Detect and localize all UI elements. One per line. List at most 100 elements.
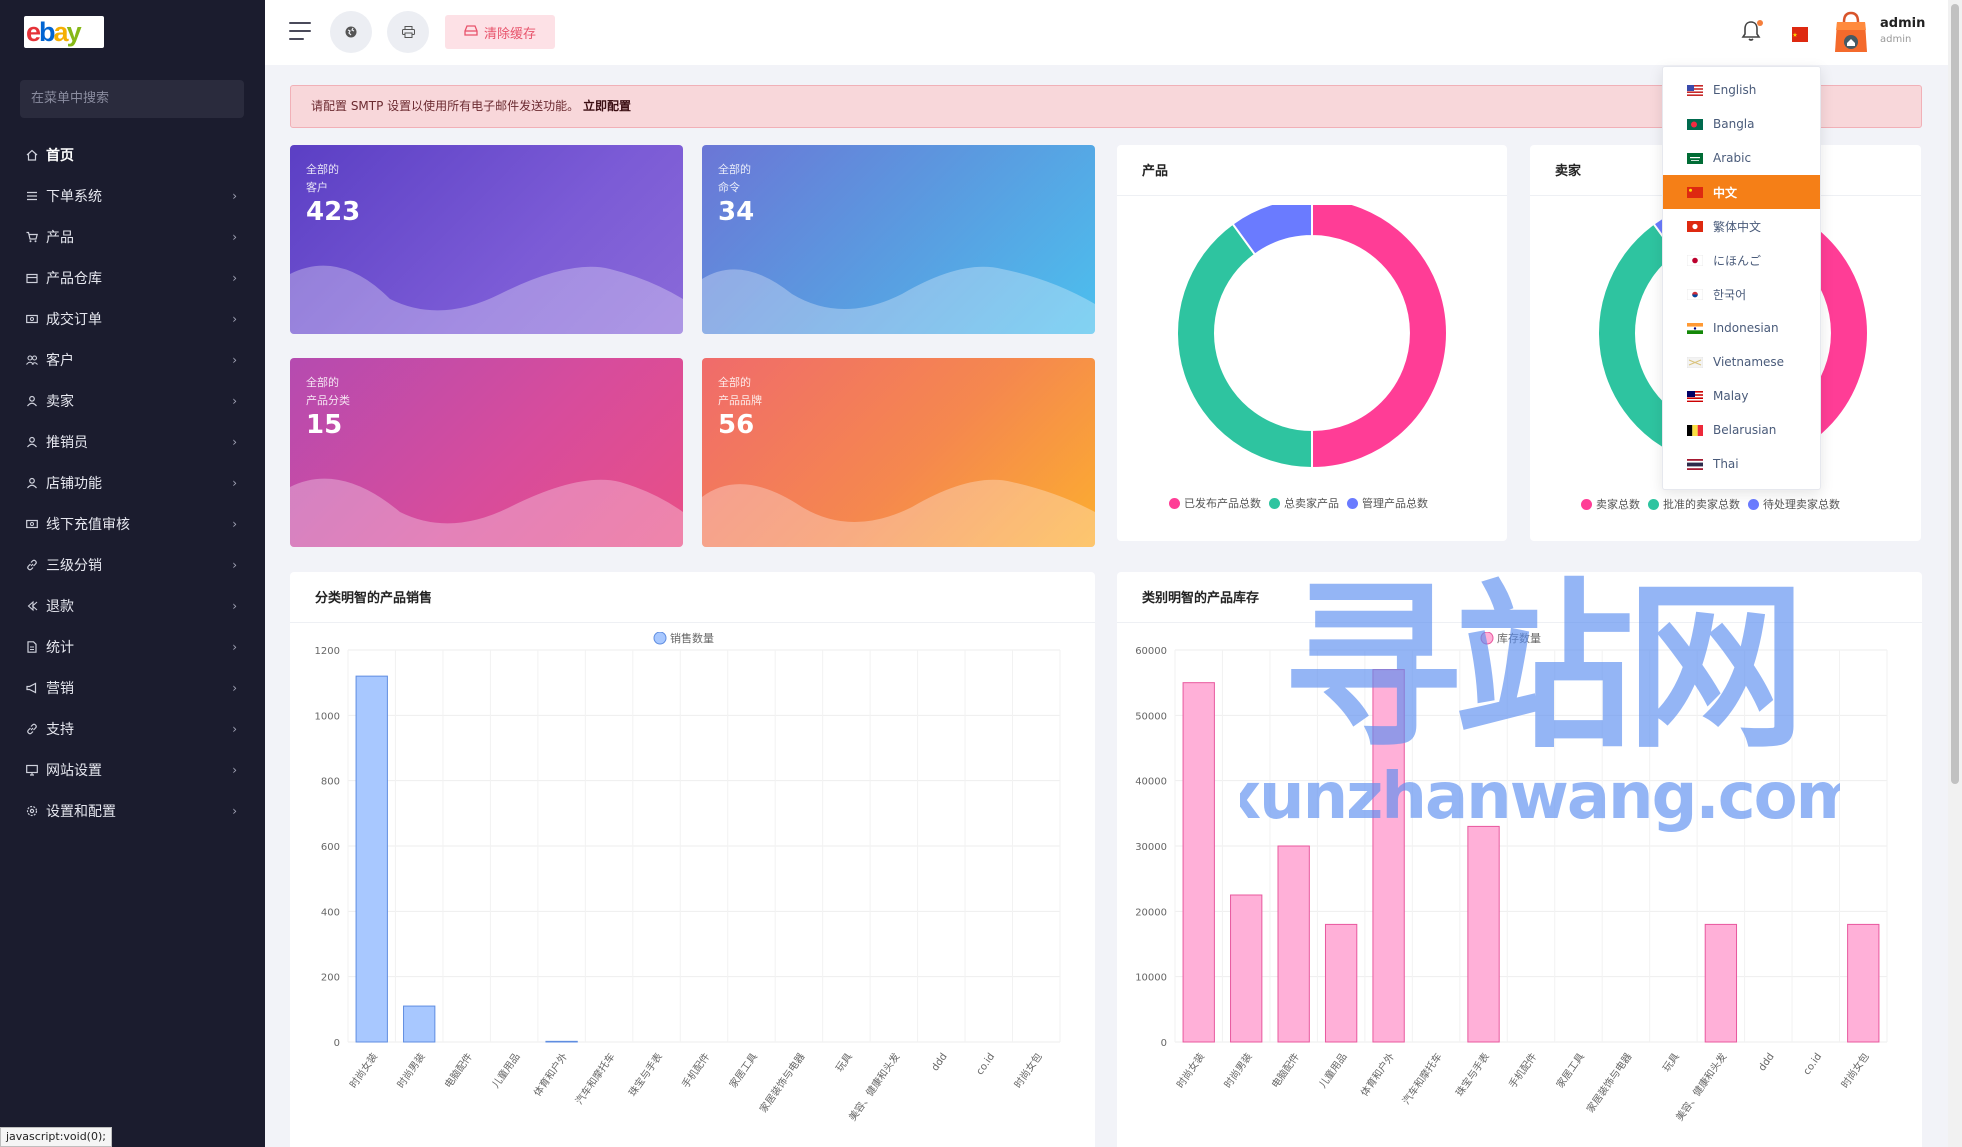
hamburger-menu-icon[interactable] (289, 22, 311, 42)
sidebar-item-8[interactable]: 店铺功能 › (0, 462, 265, 503)
legend-item[interactable]: 卖家总数 (1581, 496, 1640, 512)
legend-swatch (1169, 497, 1180, 509)
clear-cache-button[interactable]: 清除缓存 (445, 15, 555, 49)
sidebar-item-7[interactable]: 推销员 › (0, 421, 265, 462)
ebay-logo[interactable]: ebay (24, 16, 104, 48)
bar[interactable] (1324, 923, 1358, 1043)
bar[interactable] (1230, 894, 1263, 1043)
sidebar-item-0[interactable]: 首页 (0, 134, 265, 175)
flag-us-icon (1687, 84, 1703, 96)
sidebar-item-12[interactable]: 统计 › (0, 626, 265, 667)
svg-text:ebay: ebay (26, 17, 82, 47)
language-option-in[interactable]: Indonesian (1663, 311, 1820, 345)
language-option-th[interactable]: Thai (1663, 447, 1820, 481)
language-option-vn[interactable]: Vietnamese (1663, 345, 1820, 379)
globe-button[interactable] (330, 11, 372, 53)
language-option-kr[interactable]: 한국어 (1663, 277, 1820, 311)
bar[interactable] (1372, 669, 1405, 1043)
legend-item[interactable]: 管理产品总数 (1347, 495, 1428, 511)
sidebar-item-3[interactable]: 产品仓库 › (0, 257, 265, 298)
language-option-sa[interactable]: Arabic (1663, 141, 1820, 175)
donut-slice[interactable] (1597, 222, 1734, 470)
users-icon (26, 354, 38, 366)
sidebar-item-11[interactable]: 退款 › (0, 585, 265, 626)
x-tick-label: 时尚女包 (1838, 1050, 1872, 1090)
language-flag-cn-icon[interactable] (1792, 27, 1808, 42)
bar[interactable] (1277, 845, 1310, 1043)
x-tick-label: 玩具 (1661, 1051, 1682, 1074)
sidebar-item-4[interactable]: 成交订单 › (0, 298, 265, 339)
y-tick-label: 0 (1161, 1038, 1167, 1049)
sidebar-item-label: 成交订单 (46, 311, 102, 328)
legend-item[interactable]: 批准的卖家总数 (1648, 496, 1740, 512)
x-tick-label: 时尚女装 (1174, 1050, 1208, 1090)
clear-cache-label: 清除缓存 (483, 26, 536, 42)
legend-item[interactable]: 总卖家产品 (1269, 495, 1339, 511)
sidebar-item-9[interactable]: 线下充值审核 › (0, 503, 265, 544)
bar[interactable] (1467, 825, 1500, 1043)
donut-slice[interactable] (1311, 205, 1448, 470)
donut-slice[interactable] (1176, 222, 1313, 470)
sidebar-item-5[interactable]: 客户 › (0, 339, 265, 380)
legend-item[interactable]: 已发布产品总数 (1169, 495, 1261, 511)
sidebar-item-10[interactable]: 三级分销 › (0, 544, 265, 585)
bar[interactable] (355, 675, 388, 1043)
language-option-cn[interactable]: 中文 (1663, 175, 1820, 209)
x-tick-label: co.id (1802, 1051, 1825, 1077)
flag-be-icon (1687, 424, 1703, 436)
bar[interactable] (403, 1005, 436, 1043)
stat-line2: 客户 (306, 181, 328, 194)
sidebar-item-13[interactable]: 营销 › (0, 667, 265, 708)
bar[interactable] (1847, 923, 1880, 1043)
stat-value: 34 (718, 197, 755, 227)
divider (290, 622, 1095, 623)
bar[interactable] (1704, 923, 1738, 1043)
sidebar-menu: 首页 下单系统 › 产品 › 产品仓库 › 成交订单 › 客户 › 卖家 › 推销员 › 店铺功能 › 线下充值审… (0, 134, 265, 831)
x-tick-label: 家居装饰与电器 (757, 1050, 808, 1115)
user-name[interactable]: admin (1880, 16, 1926, 31)
wave-decoration (702, 266, 1095, 334)
language-option-bd[interactable]: Bangla (1663, 107, 1820, 141)
sidebar-item-16[interactable]: 设置和配置 › (0, 790, 265, 831)
chevron-right-icon: › (232, 434, 237, 449)
page-scrollbar[interactable] (1948, 0, 1962, 1147)
y-tick-label: 1000 (315, 711, 340, 722)
sidebar-item-1[interactable]: 下单系统 › (0, 175, 265, 216)
stat-card-customers[interactable]: 全部的 客户 423 (290, 145, 683, 334)
language-option-jp[interactable]: にほんご (1663, 243, 1820, 277)
sidebar-item-15[interactable]: 网站设置 › (0, 749, 265, 790)
legend-label: 库存数量 (1497, 632, 1541, 645)
language-option-hk[interactable]: 繁体中文 (1663, 209, 1820, 243)
bar[interactable] (1182, 682, 1215, 1043)
legend-label: 卖家总数 (1596, 498, 1640, 511)
stat-card-brands[interactable]: 全部的 产品品牌 56 (702, 358, 1095, 547)
donut-slice[interactable] (1231, 205, 1313, 256)
stock-chart-card: 类别明智的产品库存 库存数量 0 10000 20000 30000 40000 50000… (1117, 572, 1922, 1147)
avatar[interactable] (1833, 10, 1869, 54)
sidebar-item-6[interactable]: 卖家 › (0, 380, 265, 421)
flag-vn-icon (1686, 356, 1704, 368)
sidebar-item-2[interactable]: 产品 › (0, 216, 265, 257)
bar[interactable] (545, 1040, 578, 1043)
language-option-my[interactable]: Malay (1663, 379, 1820, 413)
refund-icon (26, 600, 38, 612)
stat-line1: 全部的 (718, 163, 751, 176)
sidebar-item-label: 网站设置 (46, 762, 102, 779)
cart-icon (26, 231, 38, 243)
language-option-us[interactable]: English (1663, 73, 1820, 107)
wave-decoration (290, 265, 683, 334)
stat-card-orders[interactable]: 全部的 命令 34 (702, 145, 1095, 334)
language-label: 繁体中文 (1713, 219, 1762, 234)
print-button[interactable] (387, 11, 429, 53)
legend-swatch (1581, 498, 1592, 510)
scrollbar-thumb[interactable] (1951, 4, 1959, 784)
stat-card-categories[interactable]: 全部的 产品分类 15 (290, 358, 683, 547)
sidebar-item-label: 卖家 (46, 393, 74, 410)
legend-label: 已发布产品总数 (1184, 497, 1261, 510)
notifications-button[interactable] (1741, 20, 1763, 44)
language-option-be[interactable]: Belarusian (1663, 413, 1820, 447)
legend-item[interactable]: 待处理卖家总数 (1748, 496, 1840, 512)
sidebar-item-14[interactable]: 支持 › (0, 708, 265, 749)
menu-search-input[interactable]: 在菜单中搜索 (20, 80, 244, 118)
configure-now-link[interactable]: 立即配置 (583, 99, 632, 113)
